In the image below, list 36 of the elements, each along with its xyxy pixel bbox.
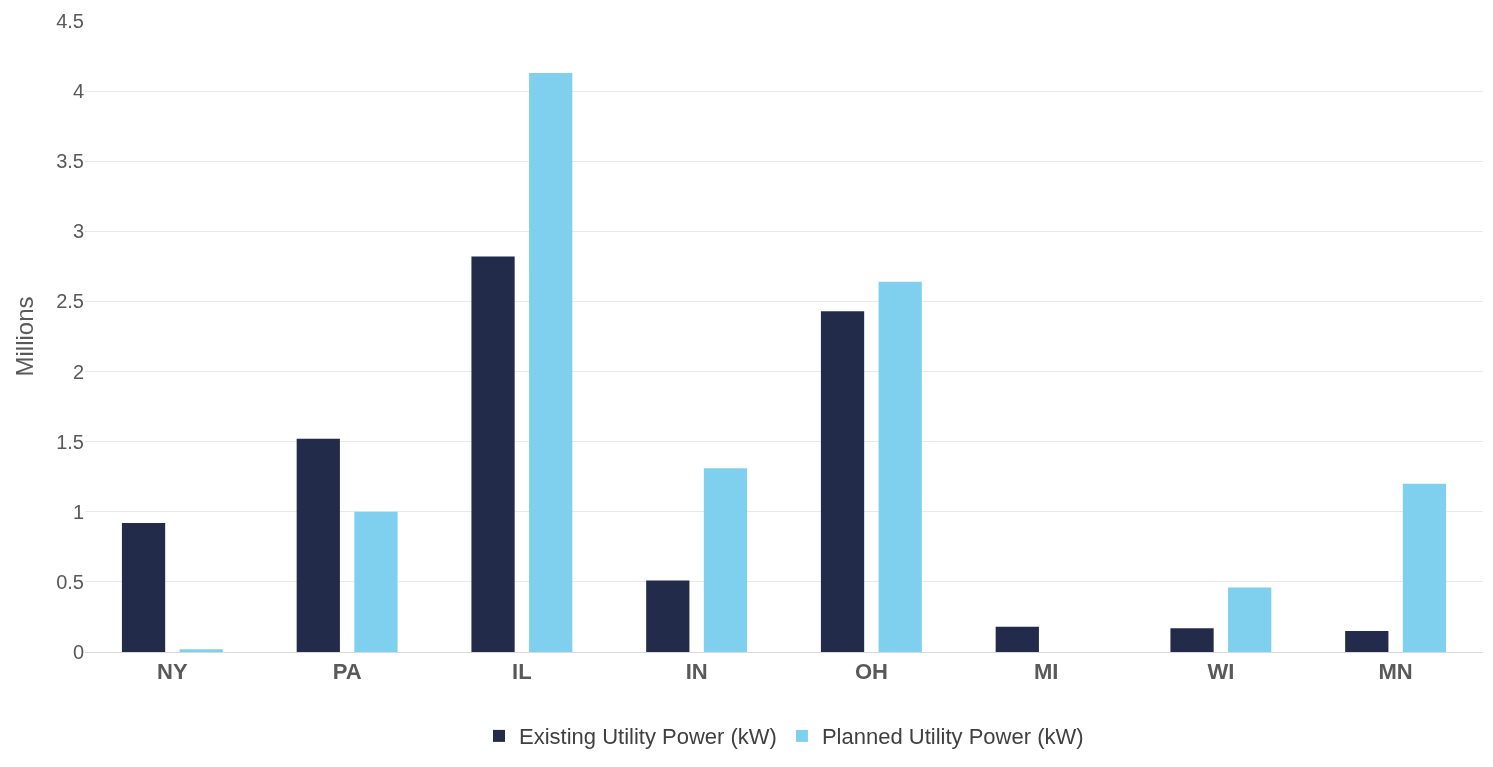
y-tick-label: 1 <box>72 500 84 523</box>
y-tick-label: 3.5 <box>56 150 84 173</box>
x-tick-label: IN <box>685 659 708 685</box>
y-tick-label: 2 <box>72 360 84 383</box>
x-tick-label: MN <box>1378 659 1413 685</box>
y-tick-label: 1.5 <box>56 430 84 453</box>
y-axis-title: Millions <box>11 296 39 377</box>
bar <box>1228 587 1272 652</box>
bar <box>878 281 922 652</box>
y-tick-label: 0.5 <box>56 570 84 593</box>
bar <box>995 626 1039 652</box>
bar <box>1402 483 1447 652</box>
bar <box>354 511 398 652</box>
y-tick-label: 0 <box>72 641 84 663</box>
bar <box>529 72 573 652</box>
bar <box>1170 628 1214 652</box>
bar <box>179 649 223 652</box>
bar <box>820 311 865 652</box>
x-tick-label: PA <box>332 659 362 685</box>
y-tick-label: 4.5 <box>56 10 84 32</box>
bar <box>471 256 515 652</box>
legend-label: Existing Utility Power (kW) <box>519 724 777 750</box>
x-tick-label: IL <box>512 659 532 685</box>
x-tick-label: OH <box>854 659 888 685</box>
bar <box>121 523 166 652</box>
legend-label: Planned Utility Power (kW) <box>821 724 1084 750</box>
bar <box>646 580 690 652</box>
y-tick-label: 4 <box>72 80 84 103</box>
x-tick-label: MI <box>1033 659 1059 685</box>
bar <box>703 468 748 652</box>
x-tick-label: WI <box>1207 659 1235 685</box>
bar <box>1345 630 1389 652</box>
y-tick-label: 3 <box>72 220 84 243</box>
bar <box>296 438 340 652</box>
y-tick-label: 2.5 <box>56 290 84 313</box>
x-tick-label: NY <box>157 659 188 685</box>
